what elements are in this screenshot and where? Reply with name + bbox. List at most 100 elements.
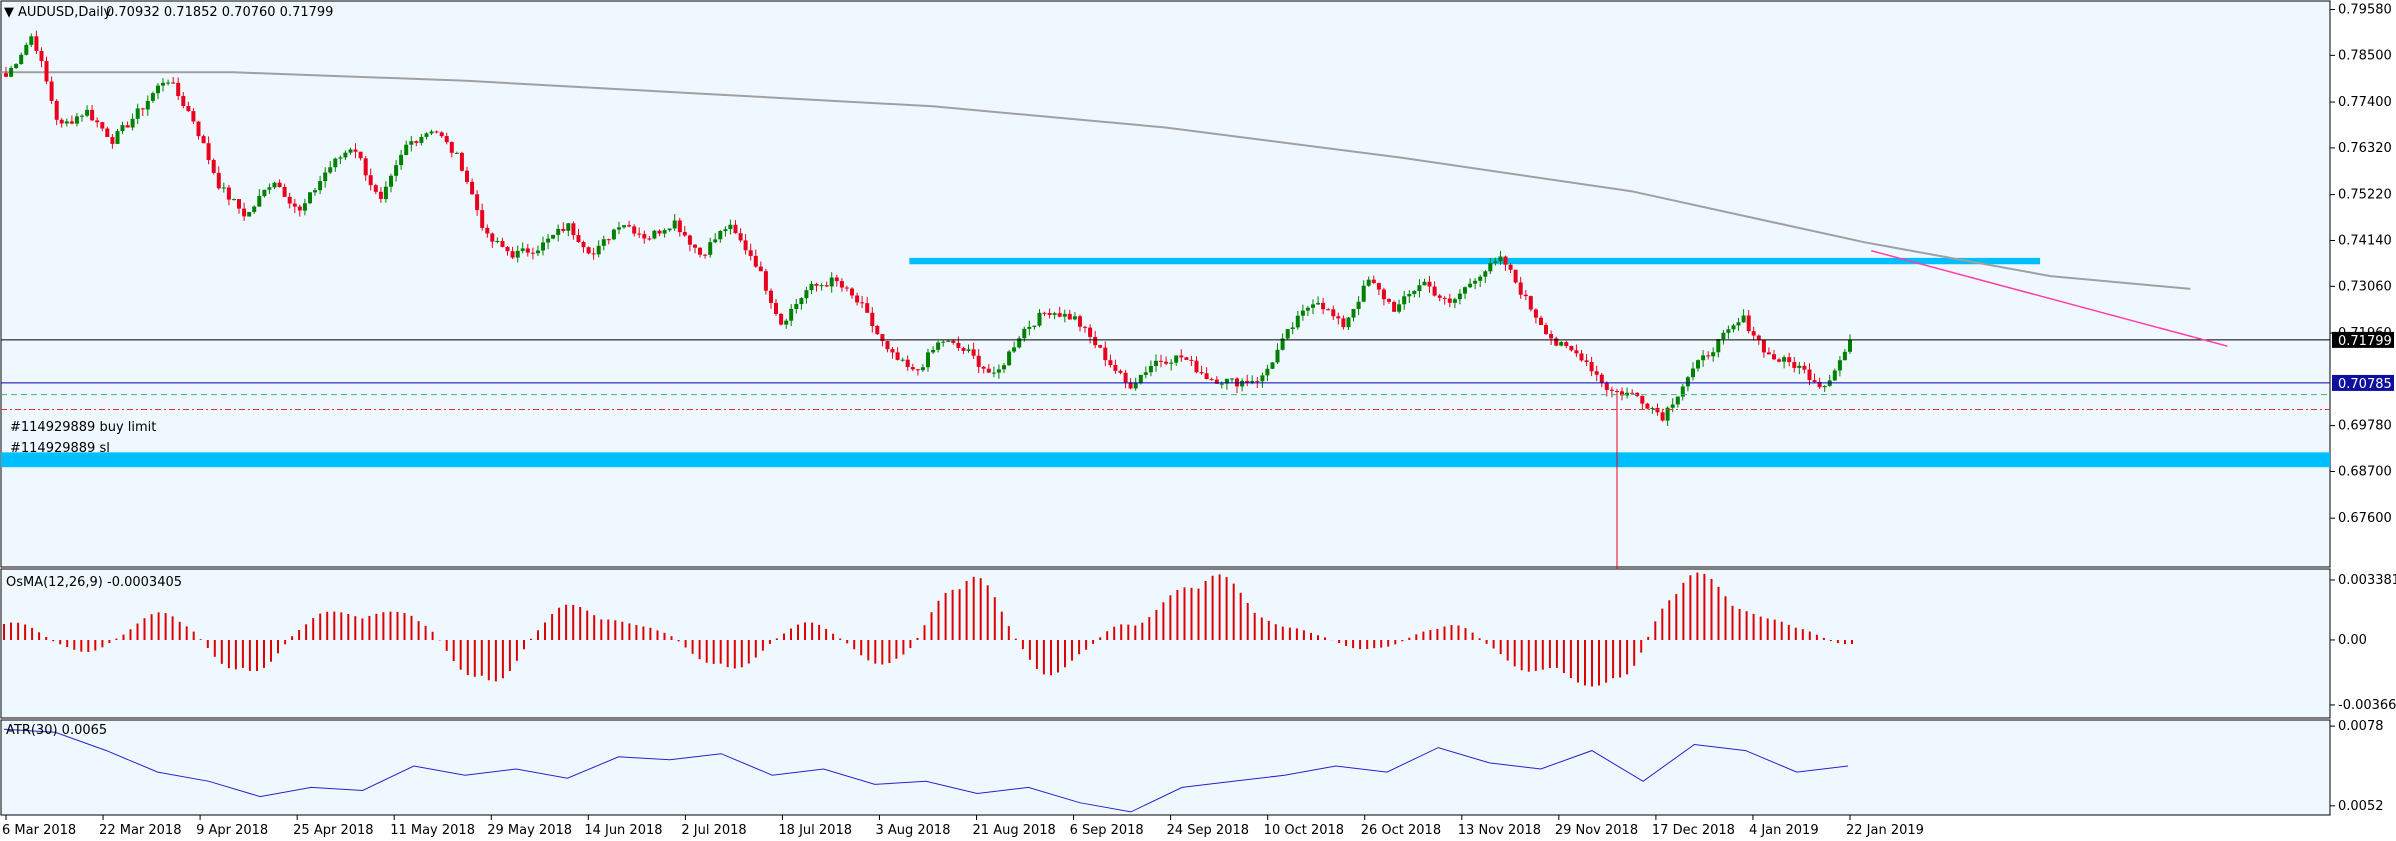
- candle-bearish: [698, 247, 702, 255]
- candle-bullish: [601, 239, 606, 246]
- candle-bearish: [844, 287, 849, 289]
- candle-bearish: [297, 206, 302, 211]
- support-resistance-zone: [1, 452, 2330, 468]
- candle-bullish: [1711, 352, 1716, 357]
- candle-bearish: [1371, 279, 1376, 284]
- candle-bullish: [267, 187, 272, 190]
- candle-bearish: [910, 367, 915, 370]
- candle-bearish: [571, 223, 576, 236]
- candle-bearish: [95, 120, 100, 123]
- candle-bearish: [459, 152, 464, 171]
- candle-bearish: [1630, 392, 1635, 394]
- candle-bearish: [1772, 354, 1776, 360]
- candle-bullish: [931, 349, 936, 353]
- candle-bullish: [1488, 263, 1493, 272]
- candle-bearish: [779, 313, 784, 325]
- candle-bearish: [986, 368, 991, 373]
- candle-bearish: [358, 151, 363, 159]
- candle-bearish: [480, 210, 485, 228]
- candle-bullish: [829, 277, 834, 287]
- candle-bullish: [1356, 301, 1361, 309]
- osma-axis-label: 0.00: [2338, 633, 2367, 648]
- candle-bullish: [1072, 316, 1077, 320]
- candle-bullish: [232, 199, 236, 201]
- candle-bearish: [1427, 281, 1432, 287]
- candle-bullish: [1265, 368, 1270, 376]
- candle-bearish: [439, 132, 444, 137]
- time-axis-label: 4 Jan 2019: [1749, 823, 1819, 838]
- candle-bearish: [1523, 294, 1528, 297]
- candle-bearish: [1199, 372, 1204, 374]
- candle-bearish: [1057, 313, 1062, 317]
- price-axis-label: 0.78500: [2338, 48, 2392, 63]
- candle-bullish: [541, 242, 545, 251]
- candle-bullish: [419, 136, 424, 143]
- candle-bullish: [80, 115, 84, 117]
- candle-bullish: [1797, 365, 1802, 368]
- osma-histogram: [3, 572, 1853, 687]
- candle-bullish: [328, 167, 333, 173]
- candle-bearish: [414, 141, 419, 143]
- candle-bearish: [485, 227, 490, 234]
- candle-bearish: [1584, 360, 1589, 362]
- osma-axis-label: 0.0033816: [2338, 573, 2396, 588]
- candle-bearish: [1549, 334, 1554, 339]
- candle-bullish: [1290, 327, 1295, 330]
- order-price-tag-bg: [2332, 374, 2394, 391]
- candle-bullish: [1468, 283, 1473, 288]
- candle-bullish: [1224, 378, 1229, 384]
- candle-bullish: [1483, 271, 1488, 277]
- candle-bearish: [1387, 299, 1391, 302]
- candle-bullish: [1007, 351, 1012, 366]
- candle-bearish: [870, 312, 875, 326]
- candle-bearish: [1083, 326, 1087, 328]
- candle-bullish: [1174, 355, 1179, 363]
- candle-bearish: [951, 340, 956, 343]
- downtrend-line[interactable]: [1870, 249, 2228, 347]
- candle-bearish: [242, 208, 247, 217]
- candle-bearish: [1159, 360, 1163, 362]
- candle-bearish: [591, 253, 596, 255]
- candle-bullish: [1346, 317, 1351, 328]
- candle-bullish: [1230, 378, 1234, 380]
- candle-bullish: [566, 223, 571, 231]
- candle-bearish: [363, 158, 368, 176]
- candle-bearish: [34, 36, 39, 51]
- atr-axis-label: 0.0052: [2338, 799, 2384, 814]
- candle-bullish: [708, 242, 713, 255]
- candle-bearish: [49, 81, 54, 101]
- candle-bullish: [1280, 338, 1285, 350]
- candle-bullish: [348, 149, 353, 153]
- candle-bullish: [672, 220, 677, 229]
- candle-bullish: [667, 228, 672, 231]
- candle-bullish: [74, 116, 79, 124]
- candle-bullish: [809, 283, 814, 291]
- candle-bearish: [196, 121, 201, 137]
- candle-bearish: [373, 185, 378, 192]
- time-axis-label: 9 Apr 2018: [196, 823, 268, 838]
- candle-bearish: [1326, 309, 1331, 311]
- candle-bullish: [145, 100, 150, 110]
- candle-bullish: [1726, 329, 1731, 333]
- candle-bullish: [343, 152, 348, 158]
- candle-bearish: [465, 170, 469, 182]
- candle-bearish: [915, 369, 920, 371]
- candle-bullish: [252, 206, 257, 212]
- candle-bullish: [429, 131, 434, 134]
- candle-bearish: [1123, 372, 1128, 383]
- candle-bullish: [804, 290, 809, 299]
- candle-bullish: [1138, 374, 1143, 383]
- candle-bullish: [1696, 360, 1700, 369]
- candle-bullish: [991, 372, 996, 374]
- chart-menu-triangle-icon[interactable]: ▼: [4, 5, 14, 20]
- chart-ohlc-label: 0.70932 0.71852 0.70760 0.71799: [106, 5, 333, 20]
- candle-bearish: [905, 359, 910, 367]
- time-axis-label: 29 Nov 2018: [1555, 823, 1638, 838]
- candle-bullish: [9, 68, 14, 77]
- candle-bullish: [161, 82, 165, 86]
- candle-bullish: [1650, 408, 1655, 409]
- candle-bullish: [1559, 342, 1564, 346]
- candle-bullish: [1685, 377, 1690, 387]
- candle-bullish: [718, 231, 723, 240]
